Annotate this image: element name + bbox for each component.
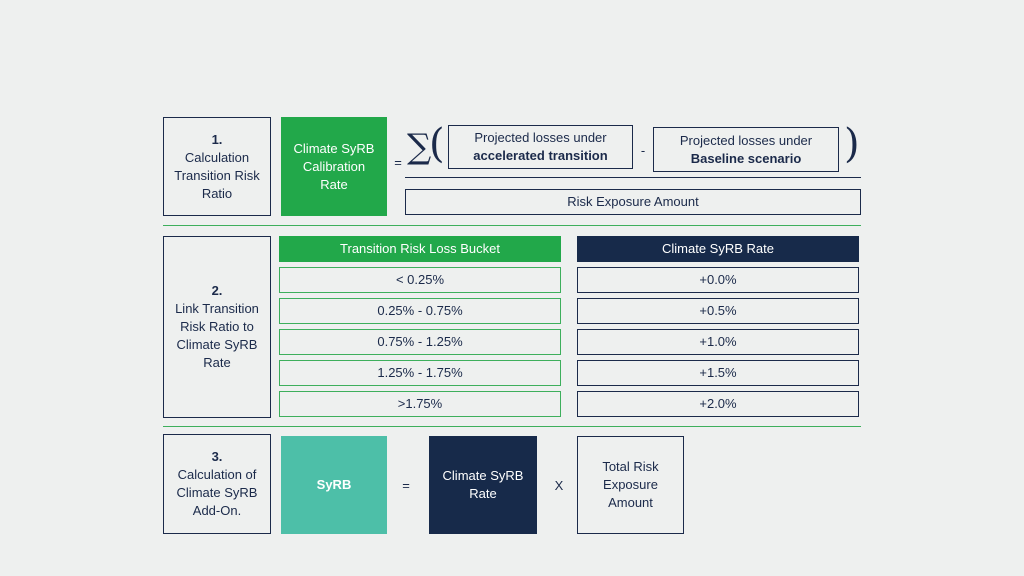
- baseline-line2: Baseline scenario: [690, 150, 802, 166]
- calibration-rate-line1: Climate SyRB: [293, 140, 375, 156]
- rate-cell: +1.5%: [577, 360, 859, 386]
- accelerated-losses-box: Projected losses under accelerated trans…: [448, 125, 633, 169]
- bucket-cell: >1.75%: [279, 391, 561, 417]
- step2-label-line3: Climate SyRB: [176, 337, 258, 352]
- bucket-cell-label: 0.75% - 1.25%: [377, 334, 463, 349]
- rate-cell-label: +0.0%: [699, 272, 737, 287]
- separator-1: [163, 225, 861, 226]
- sigma-symbol: ∑: [407, 127, 432, 167]
- calibration-rate-line2: Calibration: [302, 158, 366, 174]
- close-paren: ): [844, 121, 860, 167]
- step3-equals: =: [402, 477, 410, 493]
- step1-equals: =: [394, 154, 402, 170]
- bucket-cell-label: 0.25% - 0.75%: [377, 303, 463, 318]
- calibration-rate-box: Climate SyRB Calibration Rate: [281, 117, 387, 216]
- step3-label-line3: Add-On.: [192, 503, 242, 518]
- bucket-cell-label: < 0.25%: [395, 272, 445, 287]
- rate-header-label: Climate SyRB Rate: [662, 241, 774, 256]
- accelerated-line1: Projected losses under: [474, 130, 607, 145]
- bucket-header-label: Transition Risk Loss Bucket: [340, 241, 500, 256]
- rate-cell-label: +1.0%: [699, 334, 737, 349]
- step2-label-line1: Link Transition: [175, 301, 259, 316]
- step1-label-line1: Calculation: [184, 149, 250, 165]
- step2-label-line2: Risk Ratio to: [180, 319, 254, 334]
- open-paren: (: [429, 121, 445, 167]
- rate-header: Climate SyRB Rate: [577, 236, 859, 262]
- climate-syrb-rate-box: Climate SyRB Rate: [429, 436, 537, 534]
- rate-cell: +1.0%: [577, 329, 859, 355]
- rate-cell: +2.0%: [577, 391, 859, 417]
- separator-2: [163, 426, 861, 427]
- rate-cell: +0.5%: [577, 298, 859, 324]
- step3-label-line1: Calculation of: [177, 467, 257, 482]
- rate-cell-label: +0.5%: [699, 303, 737, 318]
- rate-cell: +0.0%: [577, 267, 859, 293]
- total-risk-line3: Amount: [608, 495, 653, 510]
- bucket-cell-label: 1.25% - 1.75%: [377, 365, 463, 380]
- total-risk-line2: Exposure: [603, 477, 658, 492]
- bucket-cell: 1.25% - 1.75%: [279, 360, 561, 386]
- step3-number: 3.: [211, 449, 223, 464]
- step2-label-line4: Rate: [203, 355, 231, 370]
- bucket-cell: < 0.25%: [279, 267, 561, 293]
- baseline-line1: Projected losses under: [679, 132, 813, 148]
- rate-cell-label: +1.5%: [699, 365, 737, 380]
- step1-number: 1.: [211, 131, 223, 147]
- step3-label-box: 3. Calculation of Climate SyRB Add-On.: [163, 434, 271, 534]
- step1-label-line2: Transition Risk: [174, 167, 260, 183]
- step1-label-box: 1. Calculation Transition Risk Ratio: [163, 117, 271, 216]
- total-risk-exposure-box: Total Risk Exposure Amount: [577, 436, 684, 534]
- bucket-cell: 0.75% - 1.25%: [279, 329, 561, 355]
- accelerated-line2: accelerated transition: [473, 148, 608, 163]
- bucket-cell-label: >1.75%: [397, 396, 443, 411]
- climate-syrb-rate-line2: Rate: [469, 486, 497, 501]
- calibration-rate-line3: Rate: [320, 176, 348, 192]
- climate-syrb-rate-line1: Climate SyRB: [442, 468, 524, 483]
- step3-label-line2: Climate SyRB: [176, 485, 258, 500]
- step2-number: 2.: [211, 283, 223, 298]
- baseline-losses-box: Projected losses under Baseline scenario: [653, 127, 839, 172]
- risk-exposure-amount-box: Risk Exposure Amount: [405, 189, 861, 215]
- syrb-label: SyRB: [316, 477, 352, 492]
- step2-label-box: 2. Link Transition Risk Ratio to Climate…: [163, 236, 271, 418]
- multiply-sign: X: [554, 477, 564, 493]
- rate-cell-label: +2.0%: [699, 396, 737, 411]
- risk-exposure-amount-label: Risk Exposure Amount: [567, 194, 699, 209]
- bucket-cell: 0.25% - 0.75%: [279, 298, 561, 324]
- step1-label-line3: Ratio: [201, 185, 233, 201]
- total-risk-line1: Total Risk: [602, 459, 659, 474]
- bucket-header: Transition Risk Loss Bucket: [279, 236, 561, 262]
- fraction-line: [405, 177, 861, 178]
- minus-sign: -: [640, 142, 646, 158]
- syrb-box: SyRB: [281, 436, 387, 534]
